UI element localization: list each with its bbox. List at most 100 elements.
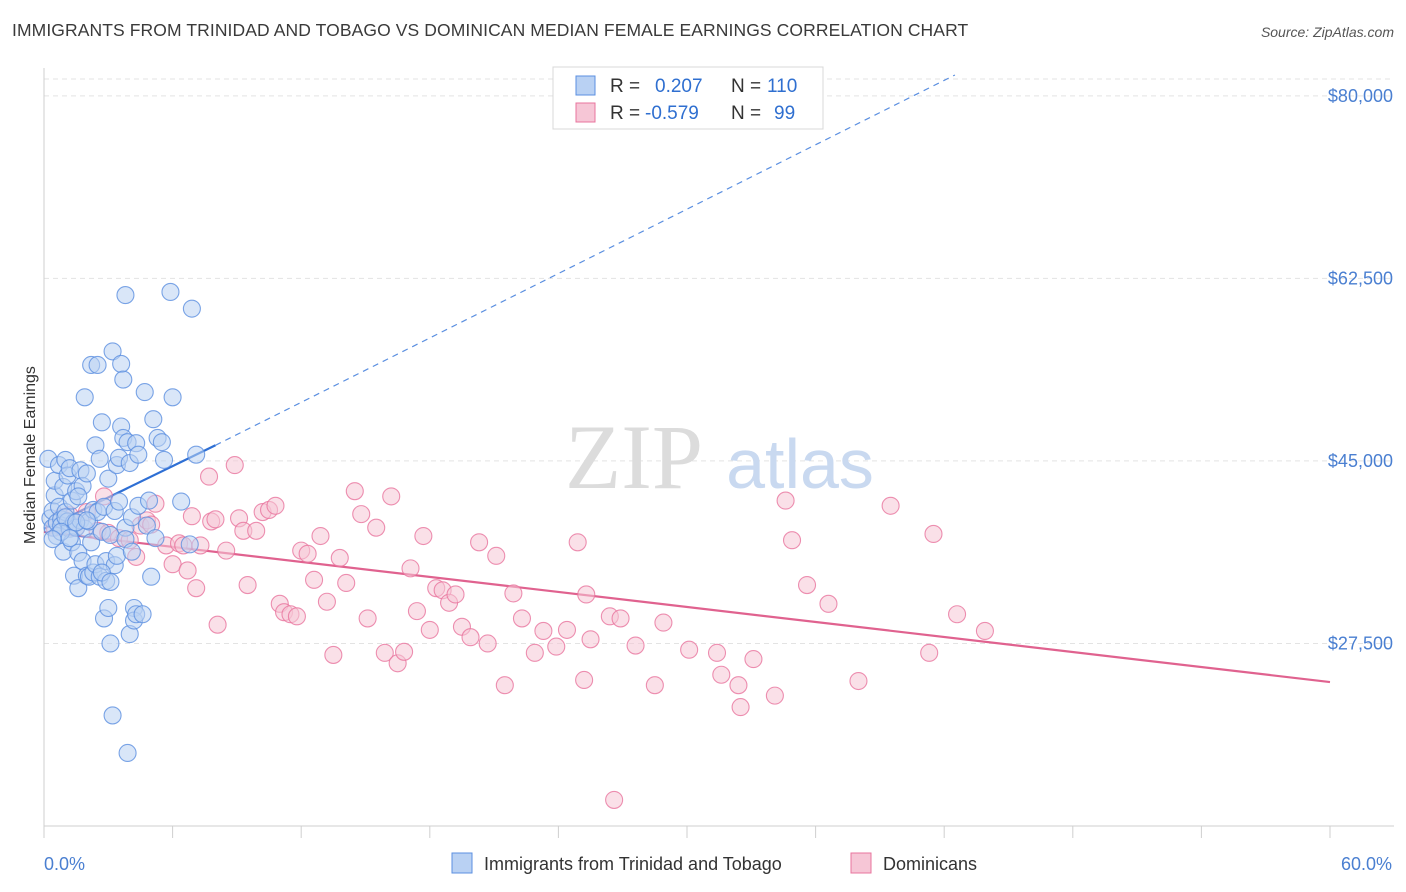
point-trinidad (142, 567, 161, 586)
point-trinidad (154, 450, 174, 469)
legend-swatch-dominicans (850, 852, 872, 874)
point-dominican (577, 585, 596, 604)
point-trinidad (101, 525, 120, 545)
legend-n-value-1: 110 (767, 76, 797, 97)
series-legend: Immigrants from Trinidad and Tobago Domi… (451, 852, 977, 874)
point-dominican (305, 570, 324, 589)
point-trinidad (182, 299, 201, 318)
point-trinidad (180, 535, 199, 554)
point-dominican (324, 645, 343, 664)
point-dominican (266, 496, 285, 515)
point-dominican (420, 620, 439, 639)
legend-swatch-blue (575, 75, 596, 96)
y-tick-label: $80,000 (1328, 86, 1393, 106)
point-trinidad (101, 634, 120, 653)
point-trinidad (107, 546, 126, 565)
point-dominican (707, 643, 727, 662)
point-trinidad (101, 572, 120, 591)
point-trinidad (109, 492, 129, 511)
point-trinidad (137, 516, 156, 535)
point-trinidad (172, 492, 191, 511)
point-dominican (206, 510, 225, 529)
y-tick-label: $45,000 (1328, 451, 1393, 471)
point-trinidad (90, 449, 109, 468)
point-trinidad (146, 529, 165, 548)
point-dominican (605, 790, 624, 809)
point-dominican (187, 579, 206, 598)
point-trinidad (152, 433, 171, 452)
point-dominican (414, 526, 433, 546)
point-dominican (680, 640, 699, 659)
correlation-legend: R = 0.207 N = 110 R = -0.579 N = 99 (552, 66, 824, 130)
point-trinidad (99, 598, 118, 618)
point-dominican (401, 559, 420, 578)
watermark-zip: ZIP (565, 406, 703, 508)
point-dominican (461, 628, 480, 647)
legend-r-label-2: R = (610, 103, 640, 124)
point-trinidad (116, 286, 135, 305)
y-axis-title: Median Female Earnings (22, 366, 39, 544)
point-trinidad (69, 579, 88, 598)
point-dominican (626, 636, 645, 655)
point-dominican (575, 670, 594, 690)
point-dominican (504, 584, 523, 603)
point-dominican (611, 609, 630, 628)
watermark-atlas: atlas (726, 425, 874, 503)
point-dominican (765, 686, 784, 705)
point-dominican (948, 605, 967, 624)
point-dominican (470, 533, 489, 552)
watermark: ZIP atlas (565, 406, 874, 508)
point-dominican (557, 620, 577, 639)
x-tick-label-max: 60.0% (1341, 854, 1392, 874)
point-dominican (881, 496, 900, 515)
point-dominican (525, 643, 544, 662)
point-dominican (247, 521, 266, 540)
point-dominican (776, 491, 795, 510)
point-dominican (744, 650, 763, 669)
point-trinidad (118, 743, 137, 763)
point-trinidad (139, 491, 159, 510)
point-dominican (547, 637, 566, 656)
point-trinidad (163, 388, 182, 407)
point-dominican (337, 573, 356, 593)
point-trinidad (103, 342, 122, 361)
point-dominican (178, 561, 197, 580)
point-dominican (712, 665, 731, 684)
legend-label-dominicans: Dominicans (883, 854, 977, 874)
point-trinidad (114, 370, 133, 389)
point-dominican (654, 613, 673, 632)
grid-lines (44, 78, 1394, 644)
point-dominican (849, 671, 868, 691)
trend-lines (43, 74, 1331, 684)
point-trinidad (75, 388, 94, 407)
legend-n-label-2: N = (731, 103, 761, 124)
point-trinidad (43, 530, 62, 549)
point-dominican (819, 594, 838, 613)
y-tick-label: $62,500 (1328, 268, 1393, 288)
point-dominican (487, 546, 506, 565)
point-dominican (645, 676, 664, 695)
point-dominican (512, 609, 532, 628)
point-trinidad (133, 605, 152, 624)
point-dominican (367, 518, 386, 537)
point-dominican (375, 643, 394, 662)
trend-line-trinidad-extension (215, 74, 956, 446)
trend-line-dominicans (43, 530, 1331, 684)
point-trinidad (112, 354, 131, 373)
point-trinidad (122, 542, 141, 561)
point-dominican (217, 541, 236, 560)
point-trinidad (69, 487, 88, 506)
point-dominican (182, 507, 201, 526)
point-trinidad (135, 383, 154, 402)
point-dominican (495, 676, 514, 695)
point-dominican (407, 602, 426, 621)
point-dominican (298, 544, 317, 563)
point-trinidad (60, 529, 79, 548)
point-trinidad (187, 445, 206, 464)
point-trinidad (129, 445, 148, 464)
point-dominican (782, 531, 802, 550)
point-trinidad (99, 469, 118, 488)
point-trinidad (103, 706, 122, 725)
point-dominican (797, 576, 817, 595)
